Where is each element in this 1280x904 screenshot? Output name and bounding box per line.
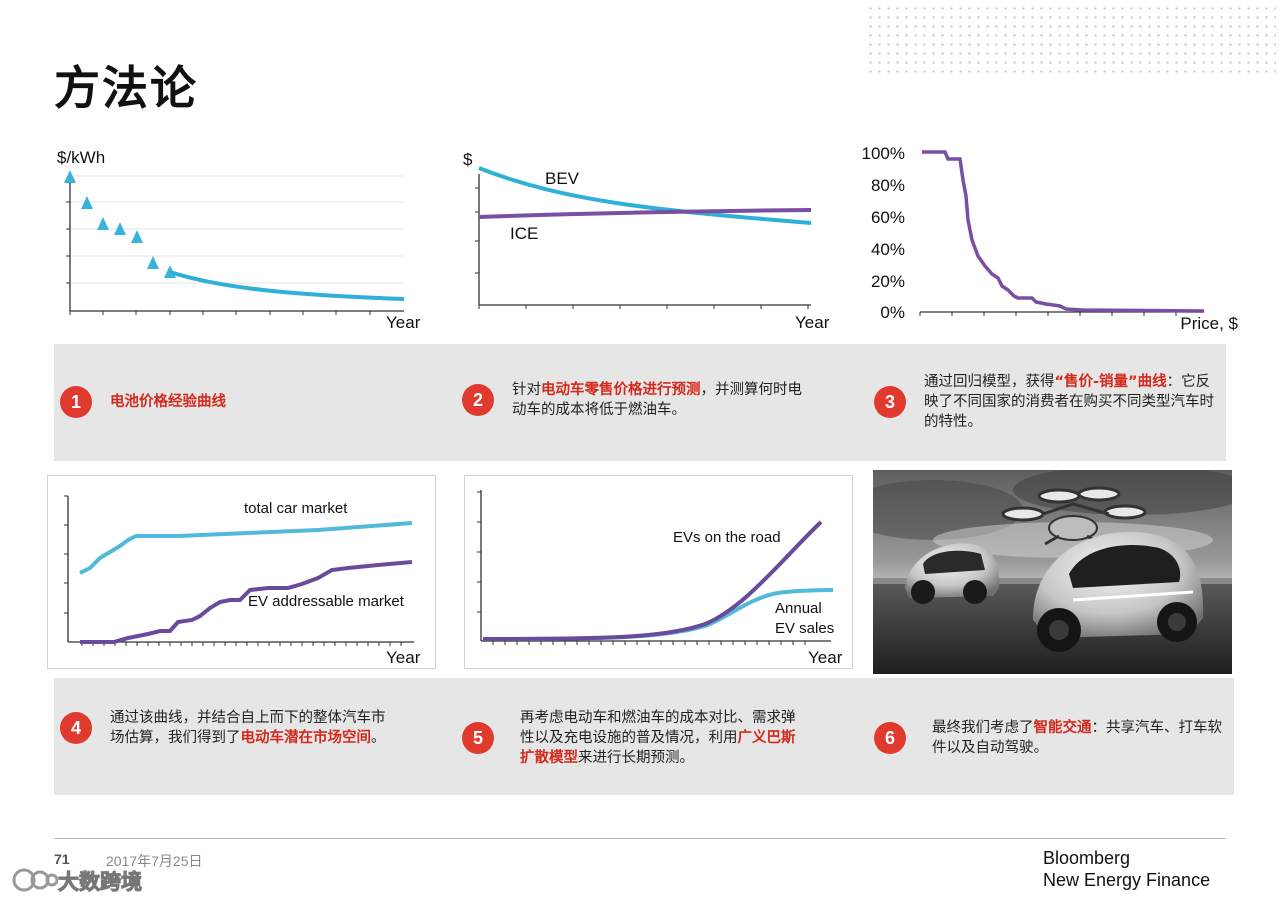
total-car-market-line	[79, 521, 413, 575]
ice-line	[478, 208, 812, 219]
market-chart: total car market EV addressable market Y…	[64, 495, 421, 667]
price-chart-xlabel: Price, $	[1180, 314, 1238, 333]
battery-point-5	[131, 230, 143, 243]
ev-addressable-market-label: EV addressable market	[248, 593, 405, 610]
step-5-text: 再考虑电动车和燃油车的成本对比、需求弹性以及充电设施的普及情况，利用广义巴斯扩散…	[520, 708, 808, 768]
battery-point-3	[97, 217, 109, 230]
page-title: 方法论	[54, 61, 198, 115]
battery-point-1	[64, 170, 76, 183]
bev-line	[478, 166, 812, 225]
step-number-badge: 1	[60, 386, 92, 418]
evs-chart: EVs on the road Annual EV sales Year	[477, 490, 843, 667]
footer-divider	[54, 838, 1226, 839]
ytick-80: 80%	[871, 176, 905, 195]
brand-line-2: New Energy Finance	[1043, 870, 1211, 890]
step-3: 3 通过回归模型，获得“售价-销量”曲线：它反映了不同国家的消费者在购买不同类型…	[874, 372, 1219, 432]
step-5-text-part: 再考虑电动车和燃油车的成本对比、需求弹性以及充电设施的普及情况，利用	[520, 710, 796, 746]
step-number-badge: 3	[874, 386, 906, 418]
ice-label: ICE	[510, 224, 538, 243]
total-car-market-label: total car market	[244, 500, 348, 517]
ytick-40: 40%	[871, 240, 905, 259]
ytick-60: 60%	[871, 208, 905, 227]
battery-point-6	[147, 256, 159, 269]
bev-ice-xlabel: Year	[795, 313, 830, 332]
step-5: 5 再考虑电动车和燃油车的成本对比、需求弹性以及充电设施的普及情况，利用广义巴斯…	[462, 708, 822, 768]
step-number-badge: 6	[874, 722, 906, 754]
steps-band-top	[54, 344, 1226, 461]
concept-vehicles-photo	[873, 470, 1232, 674]
step-2: 2 针对电动车零售价格进行预测，并测算何时电动车的成本将低于燃油车。	[462, 380, 812, 420]
step-4-text: 通过该曲线，并结合自上而下的整体汽车市场估算，我们得到了电动车潜在市场空间。	[110, 708, 398, 748]
footer-date: 2017年7月25日	[106, 853, 203, 869]
market-chart-xlabel: Year	[386, 648, 421, 667]
step-1-highlight: 电池价格经验曲线	[110, 394, 226, 410]
battery-price-chart: $/kWh Year	[57, 148, 421, 332]
step-3-text: 通过回归模型，获得“售价-销量”曲线：它反映了不同国家的消费者在购买不同类型汽车…	[924, 372, 1216, 432]
bev-ice-ylabel: $	[463, 150, 473, 169]
battery-point-2	[81, 196, 93, 209]
step-6-text-part: ：共享汽车、打车软件以及自动驾驶。	[932, 720, 1222, 756]
step-number-badge: 5	[462, 722, 494, 754]
bev-label: BEV	[545, 169, 580, 188]
ytick-0: 0%	[880, 303, 905, 322]
annual-label: Annual	[775, 600, 822, 617]
step-1-text: 电池价格经验曲线	[110, 392, 226, 412]
price-sales-chart: 100% 80% 60% 40% 20% 0% Price, $	[862, 144, 1239, 333]
battery-chart-xlabel: Year	[386, 313, 421, 332]
battery-forecast-curve	[169, 270, 405, 301]
page-number: 71	[54, 851, 70, 867]
step-3-text-part: 通过回归模型，获得	[924, 374, 1055, 390]
price-sales-curve	[922, 150, 1205, 313]
watermark-logo-icon	[12, 868, 58, 892]
step-2-text-part: 针对	[512, 382, 541, 398]
evs-chart-xlabel: Year	[808, 648, 843, 667]
step-2-text: 针对电动车零售价格进行预测，并测算何时电动车的成本将低于燃油车。	[512, 380, 802, 420]
step-6-text-part: 最终我们考虑了	[932, 720, 1034, 736]
bev-ice-chart: $ BEV ICE Year	[463, 150, 830, 332]
step-2-text-part: ，并测算何时电动车的成本将低于燃油车。	[512, 382, 802, 418]
step-4: 4 通过该曲线，并结合自上而下的整体汽车市场估算，我们得到了电动车潜在市场空间。	[60, 708, 420, 748]
step-6-text: 最终我们考虑了智能交通：共享汽车、打车软件以及自动驾驶。	[932, 718, 1224, 758]
step-number-badge: 4	[60, 712, 92, 744]
step-4-highlight: 电动车潜在市场空间	[240, 730, 372, 746]
step-3-text-part: ：它反映了不同国家的消费者在购买不同类型汽车时的特性。	[924, 374, 1214, 430]
battery-chart-ylabel: $/kWh	[57, 148, 105, 167]
evs-on-road-label: EVs on the road	[673, 529, 781, 546]
ytick-20: 20%	[871, 272, 905, 291]
brand-line-1: Bloomberg	[1043, 848, 1131, 868]
step-number-badge: 2	[462, 384, 494, 416]
ytick-100: 100%	[862, 144, 905, 163]
step-5-highlight: 广义巴斯扩散模型	[520, 730, 796, 766]
ev-addressable-market-line	[80, 560, 413, 644]
watermark-text: 大数跨境	[58, 870, 143, 895]
evs-on-road-line	[482, 520, 823, 641]
step-4-text-part: 通过该曲线，并结合自上而下的整体汽车市场估算，我们得到了	[110, 710, 386, 746]
step-5-text-part: 来进行长期预测。	[578, 750, 694, 766]
step-4-text-part: 。	[371, 730, 386, 746]
step-6-highlight: 智能交通	[1033, 720, 1092, 736]
step-2-highlight: 电动车零售价格进行预测	[541, 382, 701, 398]
market-chart-frame	[47, 475, 436, 669]
ev-sales-label: EV sales	[775, 620, 834, 637]
step-6: 6 最终我们考虑了智能交通：共享汽车、打车软件以及自动驾驶。	[874, 718, 1224, 758]
steps-band-bottom	[54, 678, 1234, 795]
battery-point-4	[114, 222, 126, 235]
step-3-highlight: “售价-销量”曲线	[1054, 374, 1167, 390]
evs-chart-frame	[464, 475, 853, 669]
step-1: 1 电池价格经验曲线	[60, 386, 420, 418]
decorative-dot-grid	[866, 4, 1276, 78]
